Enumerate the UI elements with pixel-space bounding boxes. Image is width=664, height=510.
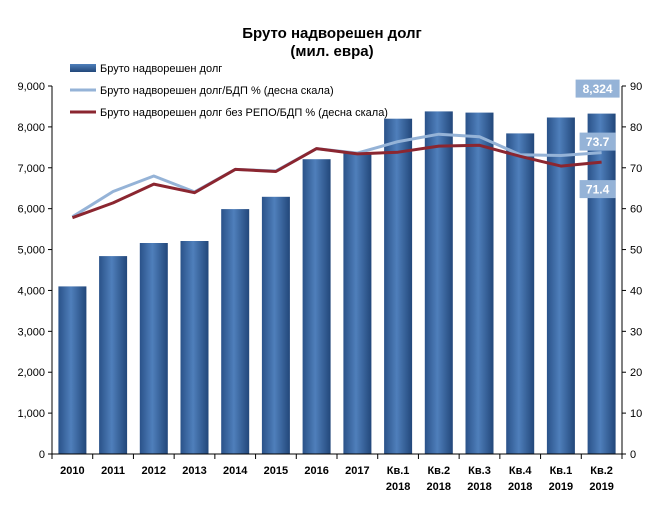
line-series [71,132,602,220]
bar [58,286,87,454]
right-axis-ticks: 0 10 20 30 40 50 60 70 80 90 [622,81,642,461]
left-tick-label: 4,000 [17,285,45,297]
callout-label: 73.7 [586,135,610,149]
bar-series [58,111,616,455]
x-tick-label: Кв.4 2018 [508,465,532,493]
axes [51,86,623,455]
left-tick-label: 1,000 [17,408,45,420]
bar [221,209,250,454]
left-tick-label: 7,000 [17,163,45,175]
bar [384,118,413,454]
legend-label-bar: Бруто надворешен долг [100,63,222,75]
bar [546,117,575,454]
x-tick-label: 2015 [264,465,288,477]
bar [506,133,535,454]
right-tick-label: 0 [630,449,636,461]
chart-title: Бруто надворешен долг [242,25,422,42]
x-tick-label: Кв.2 2019 [589,465,613,493]
right-tick-label: 80 [630,122,642,134]
left-tick-label: 0 [39,449,45,461]
bar [180,241,209,454]
left-tick-label: 8,000 [17,122,45,134]
legend-swatch-bar [70,64,96,72]
x-tick-label: Кв.1 2018 [386,465,410,493]
x-tick-label: Кв.2 2018 [427,465,451,493]
value-callouts: 8,324 73.7 71.4 [575,79,620,199]
x-tick-label: 2012 [142,465,166,477]
callout-box [579,132,616,151]
callout-label: 8,324 [583,82,613,96]
left-tick-label: 5,000 [17,245,45,257]
right-tick-label: 70 [630,163,642,175]
chart-subtitle: (мил. евра) [290,43,373,60]
right-tick-label: 50 [630,245,642,257]
left-tick-label: 3,000 [17,326,45,338]
left-tick-label: 9,000 [17,81,45,93]
x-tick-label: 2014 [223,465,248,477]
legend-label-gdp-ratio-no-repo: Бруто надворешен долг без РЕПО/БДП % (де… [100,107,388,119]
x-tick-label: 2013 [182,465,206,477]
callout-box [579,180,616,199]
line-gdp-ratio-no-repo [71,143,602,220]
callout-box [575,79,620,98]
x-axis-ticks: 2010 2011 2012 2013 2014 2015 2016 2017 Кв.1 2018… [51,454,623,493]
bar [424,111,453,455]
x-tick-label: 2016 [304,465,328,477]
x-tick-label: 2017 [345,465,369,477]
bar [465,112,494,454]
bar [261,196,290,455]
legend-label-gdp-ratio: Бруто надворешен долг/БДП % (десна скала… [100,85,334,97]
right-tick-label: 30 [630,326,642,338]
legend: Бруто надворешен долг Бруто надворешен д… [70,63,388,119]
callout-label: 71.4 [586,183,610,197]
bar [99,256,128,454]
right-tick-label: 40 [630,285,642,297]
left-axis-ticks: 0 1,000 2,000 3,000 4,000 5,000 6,000 7,000 8,00… [17,81,52,461]
bar [343,153,372,454]
bar [139,243,168,454]
bar [302,159,331,454]
x-tick-label: Кв.3 2018 [467,465,491,493]
right-tick-label: 90 [630,81,642,93]
x-tick-label: Кв.1 2019 [549,465,573,493]
left-tick-label: 6,000 [17,204,45,216]
x-tick-label: 2011 [101,465,125,477]
right-tick-label: 10 [630,408,642,420]
right-tick-label: 20 [630,367,642,379]
bar [587,113,616,454]
right-tick-label: 60 [630,204,642,216]
left-tick-label: 2,000 [17,367,45,379]
x-tick-label: 2010 [60,465,84,477]
